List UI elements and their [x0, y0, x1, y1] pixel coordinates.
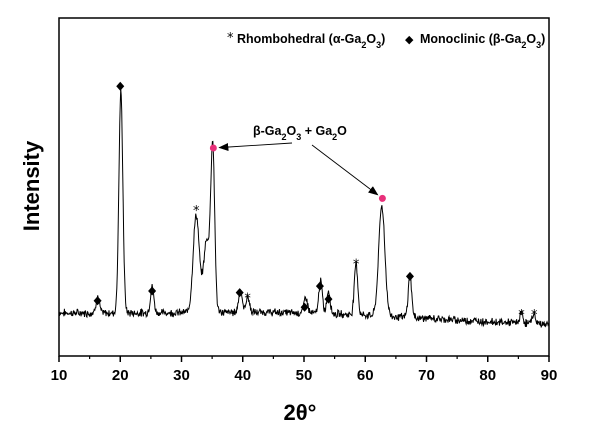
monoclinic-marker [324, 294, 333, 304]
annotation-arrow [218, 142, 293, 152]
legend-label-monoclinic: Monoclinic (β-Ga2O3) [420, 32, 545, 50]
x-tick-label: 40 [234, 367, 251, 384]
rhombohedral-marker: * [244, 292, 251, 307]
xrd-trace [58, 88, 550, 328]
x-tick-label: 90 [541, 367, 558, 384]
rhombohedral-marker: * [353, 257, 360, 272]
monoclinic-marker [405, 271, 414, 281]
rhombohedral-marker: * [193, 204, 200, 219]
x-tick-label: 30 [173, 367, 190, 384]
monoclinic-marker [235, 288, 244, 298]
monoclinic-marker [93, 296, 102, 306]
monoclinic-marker [116, 81, 125, 91]
legend-star-marker: * [227, 31, 234, 46]
highlight-peak-marker [378, 194, 386, 202]
monoclinic-marker [148, 286, 157, 296]
legend-label-rhombohedral: Rhombohedral (α-Ga2O3) [237, 32, 385, 50]
x-tick-label: 50 [296, 367, 313, 384]
highlight-peak-marker [209, 144, 217, 152]
annotation-label: β-Ga2O3 + Ga2O [253, 124, 347, 142]
legend-diamond-marker: ◆ [405, 33, 414, 46]
rhombohedral-marker: * [518, 308, 525, 323]
rhombohedral-marker: * [531, 308, 538, 323]
x-tick-label: 60 [357, 367, 374, 384]
y-axis-title: Intensity [19, 140, 44, 231]
legend: * Rhombohedral (α-Ga2O3) ◆ Monoclinic (β… [227, 31, 545, 50]
x-tick-label: 70 [418, 367, 435, 384]
x-tick-label: 80 [479, 367, 496, 384]
x-axis-ticks [58, 356, 550, 362]
monoclinic-marker [300, 302, 309, 312]
peak-markers: * * * * * [93, 81, 538, 323]
annotation-arrows [218, 142, 379, 196]
x-axis-tick-labels: 10 20 30 40 50 60 70 80 90 [51, 367, 558, 384]
x-axis-title: 2θ° [284, 400, 317, 425]
monoclinic-marker [315, 281, 324, 291]
annotation-arrow [311, 144, 379, 196]
x-tick-label: 10 [51, 367, 68, 384]
xrd-pattern-line [58, 88, 550, 328]
x-tick-label: 20 [112, 367, 129, 384]
